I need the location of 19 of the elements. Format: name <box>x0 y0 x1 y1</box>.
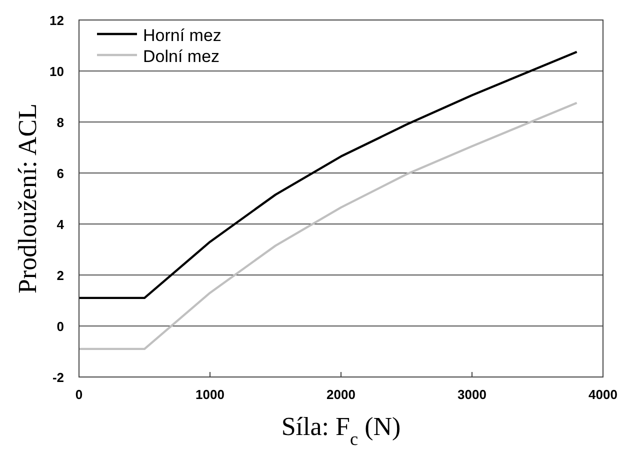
line-series <box>78 50 578 300</box>
y-axis-title: Prodloužení: ACL <box>13 104 42 294</box>
y-tick-label: 10 <box>50 64 64 79</box>
y-tick-label: 12 <box>50 13 64 28</box>
x-tick-label: 1000 <box>196 387 224 402</box>
x-axis-title: Síla: F$_{c}$ (N) <box>281 412 401 449</box>
legend-label: Dolní mez <box>143 47 220 66</box>
y-tick-label: 0 <box>56 319 64 334</box>
y-tick-label: 2 <box>56 268 64 283</box>
x-tick-label: 2000 <box>326 387 356 402</box>
legend-label: Horní mez <box>143 26 222 45</box>
y-tick-label: -2 <box>52 370 64 385</box>
x-tick-label: 4000 <box>588 387 618 402</box>
y-tick-label: 4 <box>56 217 65 232</box>
y-tick-label: 8 <box>56 115 64 130</box>
x-tick-label: 3000 <box>458 387 486 402</box>
line-series <box>78 102 578 350</box>
x-tick-label: 0 <box>75 387 83 402</box>
y-tick-label: 6 <box>56 166 64 181</box>
